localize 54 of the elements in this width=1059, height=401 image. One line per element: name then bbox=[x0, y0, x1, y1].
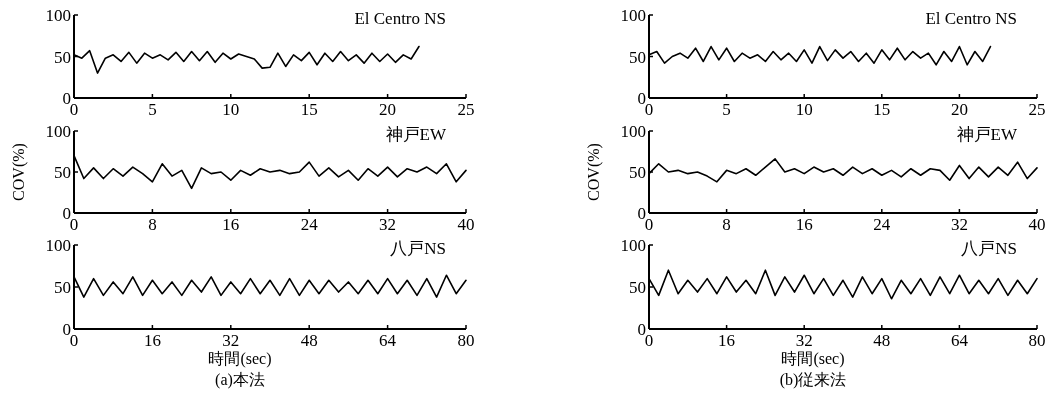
x-tick-label: 15 bbox=[300, 100, 318, 119]
y-tick-label: 50 bbox=[629, 47, 646, 67]
x-tick-label: 48 bbox=[300, 331, 318, 350]
y-tick-label: 50 bbox=[54, 278, 71, 297]
x-tick-label: 10 bbox=[795, 100, 813, 119]
x-tick-label: 80 bbox=[457, 331, 475, 350]
x-tick-label: 10 bbox=[222, 100, 240, 119]
x-tick-label: 64 bbox=[379, 331, 397, 350]
chart-title: El Centro NS bbox=[925, 9, 1017, 28]
x-tick-label: 15 bbox=[873, 100, 891, 119]
x-tick-label: 20 bbox=[379, 100, 397, 119]
chart-title: 八戸NS bbox=[390, 239, 446, 258]
y-tick-label: 50 bbox=[54, 163, 71, 182]
y-tick-label: 100 bbox=[45, 122, 71, 141]
chart-title: 八戸NS bbox=[961, 239, 1017, 258]
y-tick-label: 50 bbox=[629, 163, 646, 182]
x-tick-label: 25 bbox=[1028, 100, 1046, 119]
x-tick-label: 40 bbox=[1028, 215, 1046, 234]
text: (a)本法 bbox=[215, 371, 265, 389]
y-tick-label: 100 bbox=[45, 236, 71, 255]
chart-title: El Centro NS bbox=[354, 9, 446, 28]
y-axis-title: COV(%) bbox=[585, 143, 603, 201]
y-axis-title: COV(%) bbox=[10, 143, 28, 201]
y-tick-label: 50 bbox=[629, 278, 646, 297]
x-tick-label: 5 bbox=[148, 100, 157, 119]
x-tick-label: 16 bbox=[222, 215, 240, 234]
x-tick-label: 24 bbox=[873, 215, 891, 234]
text: (b)従来法 bbox=[779, 371, 847, 389]
y-tick-label: 100 bbox=[620, 236, 646, 255]
x-tick-label: 80 bbox=[1028, 331, 1046, 350]
x-tick-label: 5 bbox=[722, 100, 731, 119]
x-tick-label: 8 bbox=[722, 215, 731, 234]
x-tick-label: 16 bbox=[143, 331, 161, 350]
y-tick-label: 50 bbox=[54, 47, 71, 67]
y-tick-label: 100 bbox=[620, 122, 646, 141]
x-tick-label: 8 bbox=[148, 215, 157, 234]
x-tick-label: 16 bbox=[795, 215, 813, 234]
y-tick-label: 100 bbox=[620, 6, 646, 25]
x-axis-title: 時間(sec) bbox=[208, 350, 272, 368]
x-tick-label: 48 bbox=[873, 331, 891, 350]
x-tick-label: 32 bbox=[795, 331, 813, 350]
x-tick-label: 32 bbox=[379, 215, 397, 234]
x-tick-label: 64 bbox=[950, 331, 969, 350]
x-tick-label: 16 bbox=[718, 331, 736, 350]
x-axis-title: 時間(sec) bbox=[781, 350, 845, 368]
chart-title: 神戸EW bbox=[956, 125, 1018, 144]
x-tick-label: 40 bbox=[457, 215, 475, 234]
x-tick-label: 25 bbox=[457, 100, 475, 119]
chart-title: 神戸EW bbox=[385, 125, 447, 144]
x-tick-label: 32 bbox=[950, 215, 968, 234]
x-tick-label: 20 bbox=[950, 100, 968, 119]
x-tick-label: 24 bbox=[300, 215, 319, 234]
y-tick-label: 100 bbox=[45, 6, 71, 25]
x-tick-label: 32 bbox=[222, 331, 240, 350]
